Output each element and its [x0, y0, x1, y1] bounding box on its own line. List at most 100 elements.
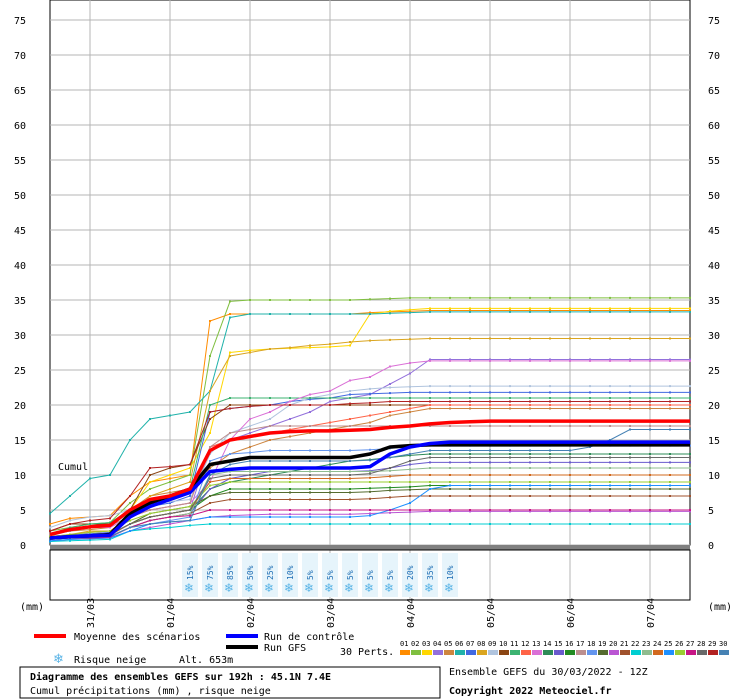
perturbation-point-12 [529, 404, 531, 406]
perturbation-point-26 [169, 509, 171, 511]
perturbation-point-08 [269, 348, 271, 350]
perturbation-point-14 [449, 453, 451, 455]
perturbation-legend-swatch [543, 650, 553, 655]
perturbation-point-30 [549, 449, 551, 452]
perturbation-point-23 [569, 467, 571, 469]
perturbation-point-05 [549, 407, 551, 410]
perturbation-point-20 [429, 510, 431, 513]
perturbation-point-20 [449, 510, 451, 513]
perturbation-point-21 [249, 498, 251, 501]
perturbation-point-23 [649, 467, 651, 469]
perturbation-point-24 [529, 474, 531, 476]
perturbation-point-13 [469, 359, 471, 362]
perturbation-point-26 [89, 531, 91, 534]
perturbation-point-01 [609, 309, 611, 312]
perturbation-point-30 [309, 460, 311, 462]
perturbation-point-09 [429, 385, 431, 388]
perturbation-point-28 [689, 456, 691, 459]
perturbation-point-09 [649, 385, 651, 388]
perturbation-legend-swatch [477, 650, 487, 655]
perturbation-point-22 [209, 523, 211, 525]
perturbation-point-05 [569, 407, 571, 410]
perturbation-point-12 [289, 428, 291, 431]
perturbation-point-23 [349, 470, 351, 473]
perturbation-point-13 [369, 376, 371, 378]
perturbation-point-07 [449, 391, 451, 394]
perturbation-point-29 [69, 523, 71, 525]
perturbation-point-03 [429, 307, 431, 310]
perturbation-point-17 [469, 425, 471, 427]
perturbation-point-11 [389, 397, 391, 399]
perturbation-point-22 [489, 523, 491, 525]
perturbation-point-12 [349, 418, 351, 420]
perturbation-point-27 [489, 509, 491, 511]
perturbation-point-25 [369, 514, 371, 517]
perturbation-point-17 [229, 432, 231, 434]
perturbation-point-13 [109, 526, 111, 529]
perturbation-point-17 [429, 425, 431, 427]
perturbation-point-26 [149, 512, 151, 515]
perturbation-point-28 [349, 474, 351, 476]
perturbation-legend-number: 03 [422, 640, 430, 648]
perturbation-point-17 [309, 425, 311, 427]
perturbation-point-01 [649, 309, 651, 312]
perturbation-point-06 [589, 310, 591, 313]
perturbation-point-20 [529, 510, 531, 513]
perturbation-point-07 [569, 391, 571, 394]
x-tick-label: 01/04 [166, 598, 177, 628]
perturbation-point-25 [609, 484, 611, 487]
perturbation-point-28 [649, 456, 651, 459]
perturbation-point-17 [249, 428, 251, 431]
perturbation-point-26 [669, 481, 671, 483]
y-tick-label-left: 15 [14, 436, 26, 447]
perturbation-point-11 [249, 397, 251, 399]
perturbation-point-06 [569, 310, 571, 313]
perturbation-point-19 [529, 488, 531, 490]
perturbation-legend-number: 19 [598, 640, 606, 648]
y-tick-label-right: 20 [708, 401, 720, 412]
perturbation-point-14 [469, 453, 471, 455]
perturbation-point-09 [589, 385, 591, 388]
perturbation-point-25 [469, 484, 471, 487]
perturbation-point-07 [169, 502, 171, 504]
perturbation-point-08 [469, 337, 471, 340]
perturbation-point-24 [249, 477, 251, 480]
perturbation-point-26 [309, 481, 311, 483]
perturbation-point-25 [569, 484, 571, 487]
perturbation-point-17 [509, 425, 511, 427]
perturbation-point-22 [169, 526, 171, 529]
perturbation-point-01 [669, 309, 671, 312]
perturbation-point-14 [569, 453, 571, 455]
perturbation-point-17 [189, 502, 191, 504]
perturbation-point-13 [549, 359, 551, 362]
perturbation-legend-number: 10 [499, 640, 507, 648]
perturbation-legend-number: 13 [532, 640, 540, 648]
perturbation-point-02 [349, 299, 351, 301]
perturbation-point-02 [329, 299, 331, 301]
y-tick-label-left: 35 [14, 296, 26, 307]
perturbation-legend-swatch [719, 650, 729, 655]
perturbation-point-06 [169, 414, 171, 417]
perturbation-point-13 [389, 365, 391, 368]
perturbation-point-29 [669, 400, 671, 403]
snow-risk-value: 5% [306, 570, 315, 580]
perturbation-point-25 [509, 484, 511, 487]
perturbation-point-20 [289, 513, 291, 516]
perturbation-legend-number: 25 [664, 640, 672, 648]
perturbation-point-03 [649, 307, 651, 310]
perturbation-point-26 [349, 481, 351, 483]
perturbation-point-08 [649, 337, 651, 340]
perturbation-point-29 [489, 400, 491, 403]
perturbation-point-12 [389, 411, 391, 413]
perturbation-point-21 [349, 498, 351, 501]
plot-frame [49, 0, 691, 546]
perturbation-point-29 [289, 404, 291, 406]
perturbation-point-01 [469, 309, 471, 312]
y-tick-label-left: 50 [14, 191, 26, 202]
perturbation-point-27 [429, 509, 431, 511]
perturbation-point-26 [289, 481, 291, 483]
perturbation-point-14 [409, 454, 411, 457]
perturbation-legend-number: 20 [609, 640, 617, 648]
perturbation-point-26 [229, 481, 231, 483]
